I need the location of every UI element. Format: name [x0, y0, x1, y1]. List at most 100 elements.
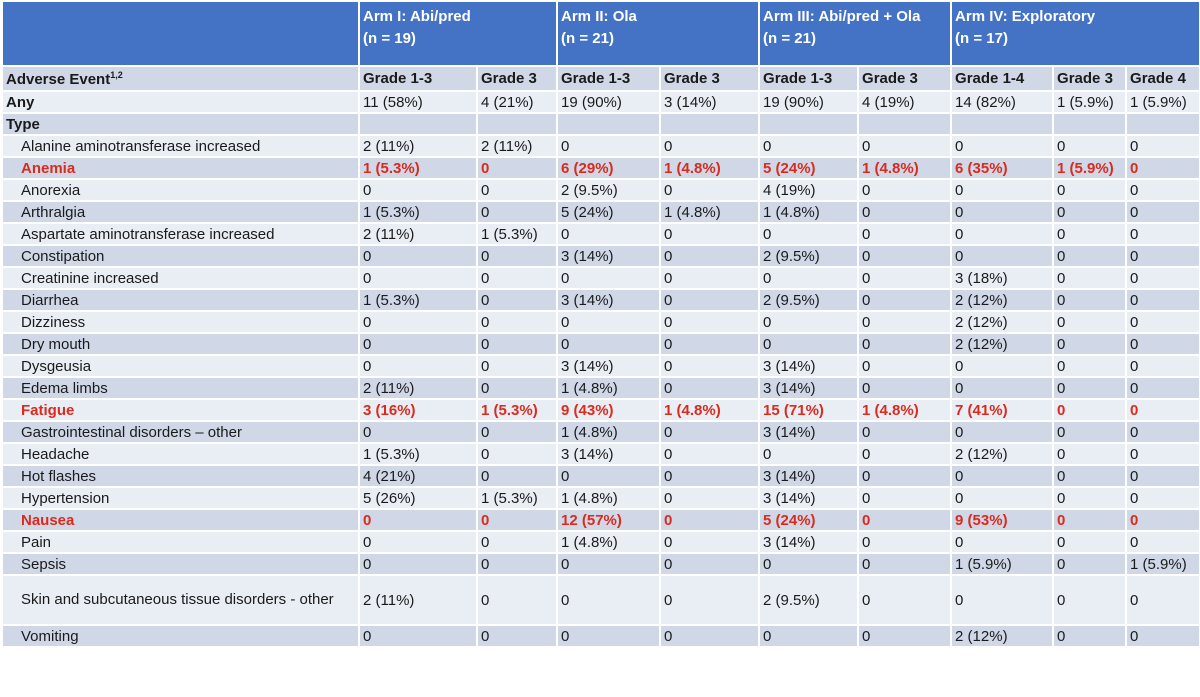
cell: 0: [950, 222, 1055, 246]
table-row: Sepsis 0 0 0 0 0 0 1 (5.9%) 0 1 (5.9%): [1, 552, 1200, 576]
row-label: Hypertension: [1, 486, 360, 510]
cell: 0: [1052, 310, 1128, 334]
cell: 0: [475, 442, 559, 466]
cell: 0: [358, 244, 478, 268]
cell: 15 (71%): [758, 398, 860, 422]
cell: 0: [857, 178, 953, 202]
cell: 0: [857, 530, 953, 554]
table-row: Anemia 1 (5.3%) 0 6 (29%) 1 (4.8%) 5 (24%) 1 (…: [1, 156, 1200, 180]
cell: 0: [659, 222, 761, 246]
cell: 0: [475, 464, 559, 488]
cell: 0: [950, 486, 1055, 510]
cell: 0: [1052, 288, 1128, 312]
row-label: Anorexia: [1, 178, 360, 202]
table-row: Dry mouth 0 0 0 0 0 0 2 (12%) 0 0: [1, 332, 1200, 356]
row-label: Creatinine increased: [1, 266, 360, 290]
cell: 0: [1052, 134, 1128, 158]
cell: 7 (41%): [950, 398, 1055, 422]
cell: 0: [1052, 552, 1128, 576]
cell: 0: [857, 420, 953, 444]
cell: 0: [358, 310, 478, 334]
cell: 1 (5.9%): [1052, 156, 1128, 180]
adverse-events-table: Arm I: Abi/pred (n = 19) Arm II: Ola (n = …: [1, 0, 1200, 648]
cell: 0: [1052, 376, 1128, 400]
cell: 0: [857, 288, 953, 312]
table-row: Skin and subcutaneous tissue disorders -…: [1, 574, 1200, 626]
cell: 0: [1125, 156, 1200, 180]
cell: 1 (5.9%): [1125, 90, 1200, 114]
cell: 0: [758, 624, 860, 648]
cell: 0: [659, 552, 761, 576]
row-label: Nausea: [1, 508, 360, 532]
cell: 1 (5.9%): [950, 552, 1055, 576]
table-row: Gastrointestinal disorders – other 0 0 1 (4…: [1, 420, 1200, 444]
cell: 5 (26%): [358, 486, 478, 510]
table-row: Fatigue 3 (16%) 1 (5.3%) 9 (43%) 1 (4.8%) 15 …: [1, 398, 1200, 422]
cell: 0: [659, 464, 761, 488]
cell: 0: [1052, 266, 1128, 290]
grade-header: Grade 3: [1052, 65, 1128, 92]
cell: 0: [1052, 508, 1128, 532]
cell: 0: [475, 354, 559, 378]
cell: 3 (14%): [758, 486, 860, 510]
row-label: Skin and subcutaneous tissue disorders -…: [1, 574, 360, 626]
cell: 0: [950, 376, 1055, 400]
cell: 0: [1125, 376, 1200, 400]
arm-header: Arm IV: Exploratory (n = 17): [950, 0, 1200, 67]
cell: 2 (11%): [475, 134, 559, 158]
cell: 0: [556, 222, 662, 246]
cell: 11 (58%): [358, 90, 478, 114]
cell: 0: [556, 310, 662, 334]
cell: 0: [1052, 420, 1128, 444]
arm-header: Arm II: Ola (n = 21): [556, 0, 761, 67]
cell: 0: [1125, 288, 1200, 312]
cell: 1 (5.3%): [358, 442, 478, 466]
cell: 0: [659, 244, 761, 268]
cell: 0: [475, 244, 559, 268]
cell: 1 (5.3%): [475, 398, 559, 422]
cell: 2 (12%): [950, 288, 1055, 312]
table-row: Arthralgia 1 (5.3%) 0 5 (24%) 1 (4.8%) 1 (4.8…: [1, 200, 1200, 224]
row-label: Headache: [1, 442, 360, 466]
cell: 19 (90%): [758, 90, 860, 114]
row-label: Edema limbs: [1, 376, 360, 400]
cell: 14 (82%): [950, 90, 1055, 114]
cell: 0: [1052, 332, 1128, 356]
grade-header: Grade 1-3: [556, 65, 662, 92]
cell: 1 (5.3%): [358, 156, 478, 180]
cell: 2 (11%): [358, 222, 478, 246]
cell: 2 (11%): [358, 574, 478, 626]
cell: 0: [950, 178, 1055, 202]
cell: 0: [659, 288, 761, 312]
cell: 0: [358, 624, 478, 648]
cell: 0: [556, 134, 662, 158]
cell: 3 (14%): [758, 530, 860, 554]
cell: 0: [1052, 222, 1128, 246]
cell: 0: [659, 178, 761, 202]
cell: 0: [358, 266, 478, 290]
cell: 2 (11%): [358, 376, 478, 400]
cell: 0: [950, 530, 1055, 554]
grade-header: Grade 3: [659, 65, 761, 92]
cell: 9 (53%): [950, 508, 1055, 532]
row-label: Fatigue: [1, 398, 360, 422]
cell: 0: [857, 244, 953, 268]
cell: 3 (14%): [758, 376, 860, 400]
cell: 3 (14%): [556, 288, 662, 312]
cell: 0: [1125, 178, 1200, 202]
table-row: Anorexia 0 0 2 (9.5%) 0 4 (19%) 0 0 0 0: [1, 178, 1200, 202]
cell: 0: [1052, 624, 1128, 648]
cell: 0: [1125, 442, 1200, 466]
cell: 0: [659, 574, 761, 626]
cell: 0: [556, 552, 662, 576]
table-row: Nausea 0 0 12 (57%) 0 5 (24%) 0 9 (53%) 0 0: [1, 508, 1200, 532]
adverse-event-header: Adverse Event1,2: [1, 65, 360, 92]
cell: 0: [1052, 486, 1128, 510]
table-row: Vomiting 0 0 0 0 0 0 2 (12%) 0 0: [1, 624, 1200, 648]
cell: 0: [1125, 624, 1200, 648]
cell: 6 (35%): [950, 156, 1055, 180]
grade-header: Grade 4: [1125, 65, 1200, 92]
table-row: Pain 0 0 1 (4.8%) 0 3 (14%) 0 0 0 0: [1, 530, 1200, 554]
cell: 1 (4.8%): [556, 530, 662, 554]
grade-header-row: Adverse Event1,2 Grade 1-3 Grade 3 Grade…: [1, 65, 1200, 92]
